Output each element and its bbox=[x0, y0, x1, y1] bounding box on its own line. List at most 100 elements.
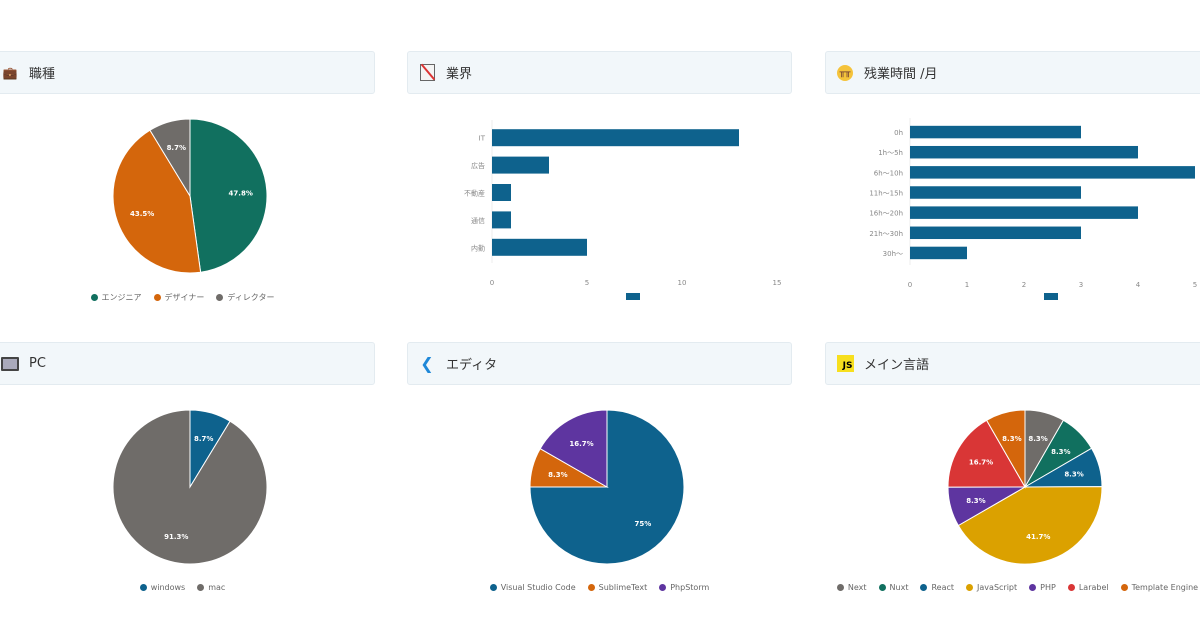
y-tick-label: 1h〜5h bbox=[878, 149, 903, 157]
legend-swatch[interactable] bbox=[1044, 293, 1058, 300]
legend-dot bbox=[197, 584, 205, 591]
pie-slice-2[interactable] bbox=[539, 409, 608, 488]
panel-header: 業界 bbox=[407, 51, 792, 94]
y-tick-label: 内勤 bbox=[471, 243, 485, 252]
y-tick-label: 11h〜15h bbox=[869, 190, 903, 198]
legend-item[interactable]: JavaScript bbox=[966, 583, 1017, 592]
x-tick-label: 4 bbox=[1136, 281, 1141, 289]
y-tick-label: 0h bbox=[894, 129, 903, 137]
bar[interactable] bbox=[910, 166, 1195, 179]
panel-header: JS メイン言語 bbox=[825, 342, 1200, 385]
crying-face-icon: ╥╥ bbox=[836, 64, 854, 82]
bar[interactable] bbox=[492, 184, 511, 201]
legend-item[interactable]: Visual Studio Code bbox=[489, 583, 576, 592]
bar[interactable] bbox=[910, 206, 1138, 219]
pie-slice-0[interactable] bbox=[189, 118, 268, 273]
panel-title: PC bbox=[29, 356, 46, 371]
pie-slice-1[interactable] bbox=[112, 129, 202, 274]
x-tick-label: 15 bbox=[773, 279, 782, 287]
panel-title: 残業時間 /月 bbox=[864, 67, 938, 82]
chart: 75% 8.3% 16.7% bbox=[529, 409, 685, 565]
legend-item[interactable]: PHP bbox=[1029, 583, 1056, 592]
chart: 8.3% 8.3% 8.3% 41.7% 8.3% 16.7% 8.3% bbox=[947, 409, 1103, 565]
bar[interactable] bbox=[910, 186, 1081, 199]
panel-header: PC bbox=[0, 342, 375, 385]
legend-dot bbox=[966, 584, 974, 591]
slice-label: 47.8% bbox=[229, 189, 253, 197]
legend-item[interactable]: mac bbox=[197, 583, 225, 592]
x-tick-label: 3 bbox=[1079, 281, 1083, 289]
slice-label: 8.3% bbox=[1002, 435, 1021, 443]
panel-title: メイン言語 bbox=[864, 358, 930, 373]
slice-label: 41.7% bbox=[1026, 533, 1050, 541]
legend-dot bbox=[90, 294, 98, 301]
x-tick-label: 2 bbox=[1022, 281, 1026, 289]
pie-slice-2[interactable] bbox=[149, 118, 191, 198]
bar[interactable] bbox=[492, 211, 511, 229]
legend-dot bbox=[489, 584, 497, 591]
x-tick-label: 1 bbox=[965, 281, 969, 289]
bar[interactable] bbox=[910, 226, 1081, 240]
slice-label: 8.3% bbox=[1064, 471, 1083, 479]
slice-label: 8.3% bbox=[1028, 435, 1047, 443]
legend: Visual Studio Code SublimeText PhpStorm bbox=[407, 583, 792, 592]
bar[interactable] bbox=[492, 129, 739, 147]
legend-dot bbox=[878, 584, 886, 591]
legend-item[interactable]: windows bbox=[139, 583, 185, 592]
panel-1: 業界 IT 広告 不動産 通信 内勤 0 5 10 15 bbox=[407, 51, 792, 331]
x-tick-label: 5 bbox=[1193, 281, 1197, 289]
pie-slice-6[interactable] bbox=[985, 409, 1026, 489]
panel-header: ❮ エディタ bbox=[407, 342, 792, 385]
legend-dot bbox=[153, 294, 161, 301]
bar[interactable] bbox=[910, 246, 967, 260]
bar[interactable] bbox=[910, 125, 1081, 139]
bar[interactable] bbox=[492, 238, 587, 256]
panel-header: ╥╥ 残業時間 /月 bbox=[825, 51, 1200, 94]
legend-item[interactable]: Next bbox=[836, 583, 867, 592]
legend-dot bbox=[587, 584, 595, 591]
bar[interactable] bbox=[492, 156, 549, 174]
pie-slice-1[interactable] bbox=[112, 409, 268, 565]
slice-label: 8.7% bbox=[194, 435, 213, 443]
legend: windows mac bbox=[0, 583, 375, 592]
chart: 47.8% 43.5% 8.7% bbox=[112, 118, 268, 274]
legend-dot bbox=[1067, 584, 1075, 591]
slice-label: 8.3% bbox=[966, 497, 985, 505]
panel-4: ❮ エディタ 75% 8.3% 16.7% Visual Studio Code Subli… bbox=[407, 342, 792, 622]
pie-slice-5[interactable] bbox=[947, 419, 1026, 488]
y-tick-label: 21h〜30h bbox=[869, 230, 903, 238]
legend-swatch[interactable] bbox=[626, 293, 640, 300]
legend-dot bbox=[1029, 584, 1037, 591]
slice-label: 16.7% bbox=[569, 440, 593, 448]
slice-label: 8.7% bbox=[167, 144, 186, 152]
legend-item[interactable]: ディレクター bbox=[216, 293, 274, 302]
legend-item[interactable]: SublimeText bbox=[587, 583, 647, 592]
legend-item[interactable]: デザイナー bbox=[153, 293, 204, 302]
legend-dot bbox=[920, 584, 928, 591]
legend: Next Nuxt React JavaScript PHP Larabel Templat… bbox=[825, 583, 1200, 592]
panel-2: ╥╥ 残業時間 /月 0h 1h〜5h 6h〜10h 11h〜15h 16h〜20h 21h〜… bbox=[825, 51, 1200, 331]
javascript-icon: JS bbox=[836, 355, 854, 373]
legend-item[interactable]: Larabel bbox=[1067, 583, 1109, 592]
slice-label: 16.7% bbox=[969, 459, 993, 467]
slice-label: 91.3% bbox=[164, 533, 188, 541]
legend-item[interactable]: エンジニア bbox=[90, 293, 142, 302]
bar[interactable] bbox=[910, 145, 1138, 159]
legend-item[interactable]: Nuxt bbox=[878, 583, 908, 592]
legend-dot bbox=[1120, 584, 1128, 591]
x-tick-label: 5 bbox=[585, 279, 589, 287]
legend-item[interactable]: Template Engine bbox=[1120, 583, 1198, 592]
y-tick-label: IT bbox=[479, 135, 486, 143]
panel-0: 💼 職種 47.8% 43.5% 8.7% エンジニア デザイナー ディレクター bbox=[0, 51, 375, 331]
slice-label: 43.5% bbox=[130, 210, 154, 218]
legend-item[interactable]: PhpStorm bbox=[659, 583, 709, 592]
legend-dot bbox=[836, 584, 844, 591]
panel-title: 業界 bbox=[446, 67, 473, 82]
y-tick-label: 6h〜10h bbox=[874, 169, 903, 177]
pie-slice-3[interactable] bbox=[957, 486, 1103, 565]
legend-item[interactable]: React bbox=[920, 583, 954, 592]
pie-slice-0[interactable] bbox=[529, 409, 685, 565]
legend: エンジニア デザイナー ディレクター bbox=[0, 292, 375, 303]
x-tick-label: 0 bbox=[490, 279, 494, 287]
